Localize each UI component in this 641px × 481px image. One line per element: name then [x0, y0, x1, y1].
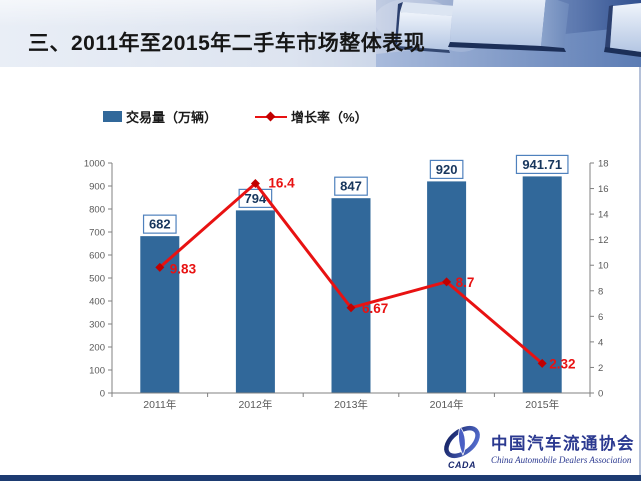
line-marker-2014年 [442, 277, 452, 287]
bar-label-box [334, 176, 368, 196]
line-marker-2012年 [250, 178, 260, 188]
x-axis-label: 2015年 [525, 398, 559, 411]
right-tick-label: 16 [598, 184, 609, 195]
bar-value-label: 682 [149, 217, 171, 232]
cada-emblem-icon: CADA [444, 425, 480, 470]
left-tick-label: 300 [89, 320, 105, 331]
org-name-cn: 中国汽车流通协会 [491, 433, 635, 453]
x-axis-label: 2013年 [334, 398, 368, 411]
line-value-label: 6.67 [362, 301, 388, 316]
legend-item-growth: 增长率（%） [255, 107, 368, 126]
bar-label-box [515, 154, 569, 175]
x-axis-label: 2014年 [430, 398, 464, 411]
right-tick-label: 4 [598, 337, 603, 348]
line-value-label: 9.83 [170, 261, 197, 276]
bottom-accent-bar [0, 475, 641, 481]
bar-value-label: 847 [340, 179, 362, 194]
left-tick-label: 500 [89, 274, 105, 285]
bar-2015年 [522, 176, 562, 393]
bar-value-label: 941.71 [522, 157, 562, 172]
line-marker-2011年 [155, 262, 165, 272]
bar-value-label: 920 [436, 162, 458, 177]
right-tick-label: 10 [598, 261, 609, 272]
right-tick-label: 14 [598, 210, 609, 221]
chart-legend: 交易量（万辆） 增长率（%） [103, 107, 368, 126]
right-tick-label: 8 [598, 286, 603, 297]
header-cubes-decoration [376, 0, 641, 67]
line-value-label: 8.7 [456, 275, 475, 290]
right-edge-line [639, 67, 641, 475]
left-tick-label: 400 [89, 297, 105, 308]
bar-label-box [142, 214, 177, 234]
slide-header: 三、2011年至2015年二手车市场整体表现 [0, 0, 641, 67]
page-title: 三、2011年至2015年二手车市场整体表现 [28, 32, 426, 55]
line-value-label: 16.4 [268, 175, 295, 190]
left-tick-label: 0 [100, 389, 105, 400]
left-tick-label: 900 [89, 182, 105, 193]
org-name-en: China Automobile Dealers Association [491, 454, 632, 465]
left-tick-label: 1000 [84, 159, 105, 170]
line-marker-2015年 [537, 358, 547, 368]
bar-value-label: 794 [245, 191, 267, 206]
bar-2011年 [140, 236, 180, 393]
legend-label-volume: 交易量（万辆） [126, 110, 218, 125]
bar-label-box [429, 159, 464, 179]
legend-label-growth: 增长率（%） [291, 110, 368, 125]
right-tick-label: 12 [598, 235, 609, 246]
right-tick-label: 6 [598, 312, 603, 323]
org-names: 中国汽车流通协会 China Automobile Dealers Associ… [491, 430, 635, 465]
line-series-swatch-icon [255, 111, 288, 122]
bar-2012年 [235, 210, 275, 393]
left-tick-label: 800 [89, 205, 105, 216]
left-tick-label: 700 [89, 228, 105, 239]
left-tick-label: 600 [89, 251, 105, 262]
cada-acronym: CADA [448, 460, 476, 470]
x-axis-label: 2012年 [238, 398, 272, 411]
right-tick-label: 18 [598, 159, 609, 170]
line-marker-2013年 [346, 303, 356, 313]
bar-2013年 [331, 198, 371, 393]
x-axis-label: 2011年 [143, 398, 176, 411]
bar-series-swatch-icon [103, 111, 122, 122]
left-tick-label: 100 [89, 366, 105, 377]
line-value-label: 2.32 [549, 356, 575, 371]
bar-2014年 [427, 181, 467, 393]
right-tick-label: 0 [598, 389, 603, 400]
legend-item-volume: 交易量（万辆） [103, 107, 217, 126]
right-tick-label: 2 [598, 363, 603, 374]
left-tick-label: 200 [89, 343, 105, 354]
cada-logo: CADA 中国汽车流通协会 China Automobile Dealers A… [439, 423, 635, 471]
